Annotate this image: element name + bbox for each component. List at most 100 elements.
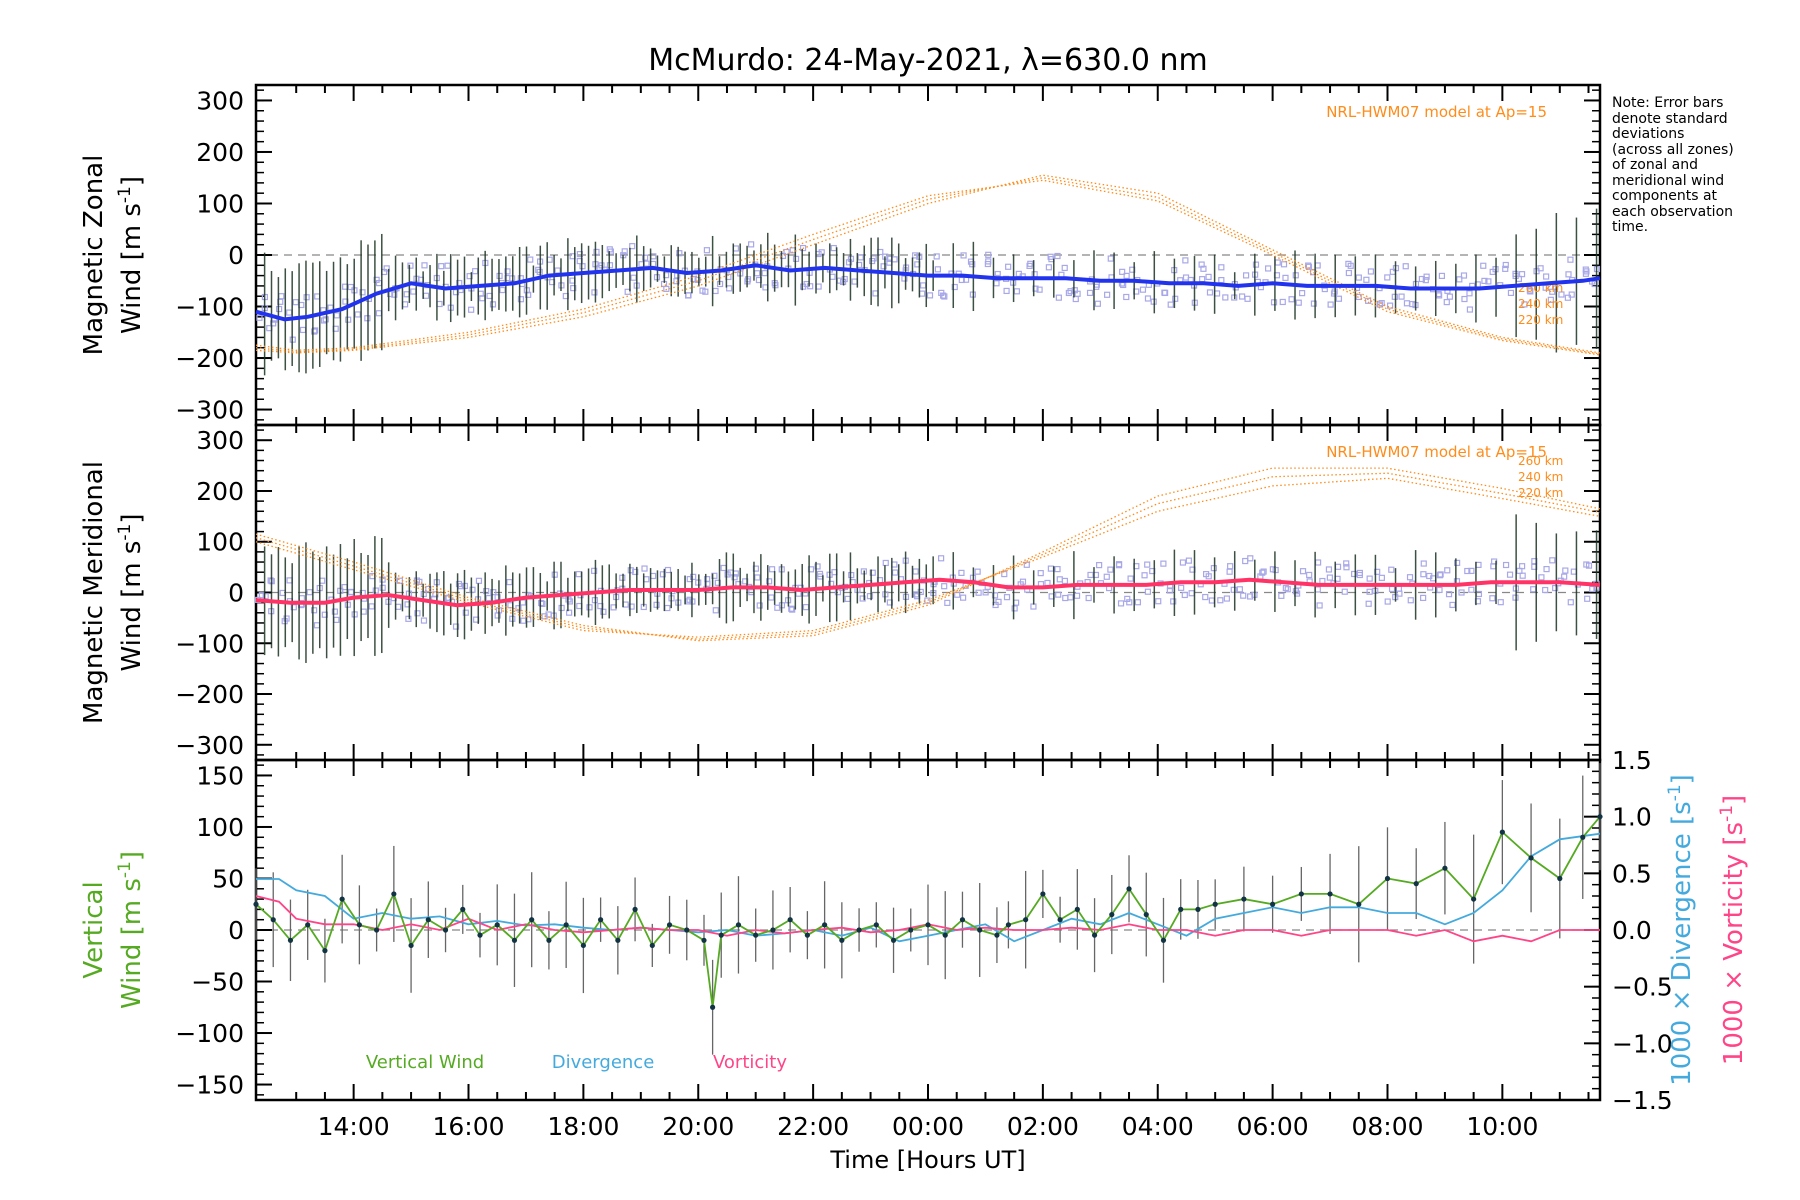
zone-point (1398, 293, 1405, 300)
vertical-wind-point (598, 917, 604, 923)
zone-point (818, 249, 825, 256)
zone-point (768, 566, 776, 573)
zone-point (901, 275, 908, 282)
zone-point (1456, 276, 1463, 283)
zone-point (1506, 571, 1514, 578)
zone-point (1537, 265, 1544, 272)
zone-point (1334, 563, 1342, 570)
zone-point (1519, 572, 1526, 579)
vertical-wind-line (255, 816, 1601, 1008)
panel-zonal: −300 −200 −100 0 100 200 300 Magnetic Zonal Wind… (79, 83, 1602, 427)
zone-point (1461, 295, 1468, 303)
model-label: NRL-HWM07 model at Ap=15 (1326, 103, 1547, 121)
zone-point (1367, 268, 1375, 275)
zone-point (1045, 264, 1052, 271)
zone-point (270, 320, 277, 327)
zone-point (844, 595, 851, 602)
y2-tick-label: 1.0 (1612, 803, 1652, 832)
zone-point (627, 567, 634, 574)
zone-point (653, 601, 660, 608)
zone-point (1182, 257, 1189, 264)
zone-point (1119, 268, 1126, 275)
zone-point (1096, 562, 1103, 569)
vertical-wind-point (580, 942, 586, 949)
zone-point (311, 328, 318, 335)
zone-point (1314, 559, 1322, 566)
zone-point (1485, 278, 1492, 285)
vertical-wind-point (735, 922, 742, 928)
zone-point (1188, 590, 1195, 597)
vertical-wind-point (1528, 855, 1534, 861)
zone-point (1295, 299, 1302, 306)
zone-point (641, 565, 648, 572)
zone-point (420, 617, 428, 624)
vertical-wind-point (391, 891, 397, 897)
vertical-wind-point (1580, 834, 1586, 840)
zone-point (1481, 277, 1488, 284)
zone-point (1567, 599, 1574, 606)
zone-point (490, 589, 497, 596)
zone-point (1247, 555, 1254, 562)
zone-point (1388, 585, 1396, 592)
zone-point (732, 245, 739, 252)
vertical-wind-point (546, 937, 552, 943)
y-axis-label: Magnetic Zonal (79, 155, 109, 356)
note-line: of zonal and (1612, 157, 1698, 173)
x-tick-label: 14:00 (318, 1112, 390, 1141)
y-axis-label-units: Wind [m s-1] (115, 851, 147, 1009)
zone-point (748, 241, 755, 248)
zone-point (1198, 261, 1205, 268)
zone-point (974, 568, 981, 575)
zone-point (421, 262, 428, 269)
zone-point (1366, 575, 1373, 582)
zone-point (504, 268, 511, 275)
zone-point (1567, 256, 1574, 263)
y-tick-label: 0 (228, 241, 244, 270)
vertical-wind-point (1109, 911, 1115, 918)
zone-point (912, 568, 919, 575)
zone-point (630, 274, 637, 281)
zone-point (1124, 595, 1131, 602)
zone-point (1437, 571, 1444, 578)
zone-point (554, 267, 561, 274)
vorticity-line (255, 895, 1600, 943)
zone-point (407, 262, 414, 269)
zone-point (1260, 568, 1267, 575)
zone-point (1562, 567, 1569, 574)
zone-point (629, 243, 636, 250)
zone-point (912, 252, 919, 259)
vertical-wind-point (1499, 829, 1505, 835)
vertical-wind-point (322, 948, 328, 954)
zone-point (372, 587, 379, 594)
zone-point (712, 607, 719, 614)
zone-point (1013, 288, 1020, 295)
zone-point (452, 623, 460, 630)
zone-point (1185, 557, 1193, 564)
zone-point (1436, 292, 1443, 299)
zone-point (1564, 294, 1571, 301)
zone-point (1468, 567, 1475, 574)
zone-point (664, 566, 672, 574)
zone-point (379, 584, 386, 591)
y-tick-label: 50 (212, 864, 244, 893)
zone-point (1570, 568, 1577, 575)
vertical-wind-point (1327, 891, 1333, 897)
zone-point (1518, 563, 1526, 570)
zone-point (882, 559, 889, 567)
zone-point (1475, 561, 1482, 569)
divergence-axis-label: 1000 × Divergence [s-1] (1665, 774, 1697, 1086)
model-line-260km (255, 174, 1601, 354)
zone-point (872, 290, 879, 297)
zone-point (610, 604, 617, 611)
model-label: NRL-HWM07 model at Ap=15 (1326, 443, 1547, 461)
zone-point (880, 263, 887, 270)
vertical-wind-point (460, 906, 466, 912)
zone-point (1547, 296, 1554, 303)
zone-point (1521, 301, 1528, 308)
zone-point (985, 251, 992, 258)
zone-point (685, 292, 692, 299)
y-tick-label: −300 (175, 396, 244, 425)
zone-point (622, 601, 629, 608)
zone-point (519, 599, 527, 606)
